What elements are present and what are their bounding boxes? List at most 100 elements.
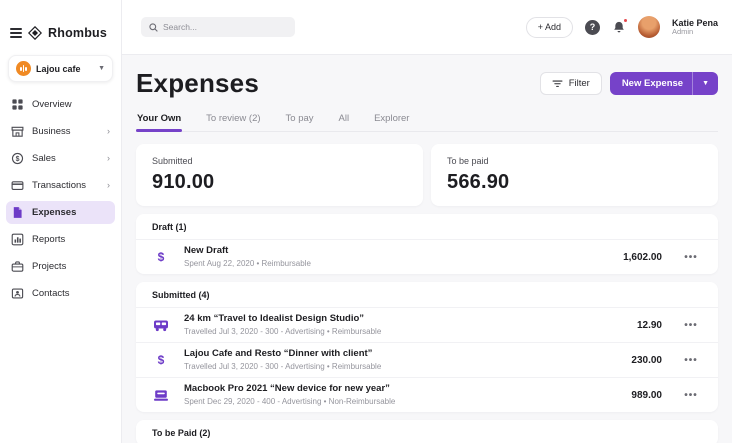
company-name: Lajou cafe: [36, 63, 81, 74]
more-options-icon[interactable]: •••: [684, 354, 698, 366]
section-title: Submitted (4): [136, 282, 718, 308]
expense-row[interactable]: Macbook Pro 2021 “New device for new yea…: [136, 377, 718, 412]
sidebar-item-projects[interactable]: Projects: [6, 255, 115, 278]
filter-button[interactable]: Filter: [539, 72, 602, 95]
dollar-circle-icon: $: [11, 152, 24, 165]
search-icon: [149, 22, 158, 32]
section-title: Draft (1): [136, 214, 718, 240]
company-selector[interactable]: Lajou cafe ▼: [8, 55, 113, 82]
sidebar-item-label: Business: [32, 126, 71, 137]
add-button[interactable]: + Add: [525, 16, 573, 38]
expense-subtitle: Spent Dec 29, 2020 - 400 - Advertising •…: [184, 397, 396, 406]
sidebar-item-label: Contacts: [32, 288, 70, 299]
chevron-right-icon: ›: [107, 153, 110, 163]
new-expense-label: New Expense: [621, 78, 684, 89]
summary-card-to-be-paid: To be paid 566.90: [431, 144, 718, 206]
chevron-down-icon[interactable]: ▼: [692, 72, 718, 95]
tab-explorer[interactable]: Explorer: [374, 113, 410, 124]
sidebar-item-business[interactable]: Business ›: [6, 120, 115, 143]
file-icon: [11, 206, 24, 219]
tab-your-own[interactable]: Your Own: [136, 110, 183, 132]
dollar-icon: $: [157, 353, 165, 367]
grid-icon: [11, 98, 24, 111]
sidebar-item-transactions[interactable]: Transactions ›: [6, 174, 115, 197]
topbar-actions: + Add ? Katie Pena Admin: [525, 16, 718, 38]
card-icon: [11, 179, 24, 192]
notification-dot: [622, 17, 628, 23]
summary-card-submitted: Submitted 910.00: [136, 144, 423, 206]
storefront-icon: [11, 125, 24, 138]
more-options-icon[interactable]: •••: [684, 389, 698, 401]
summary-value: 566.90: [447, 171, 510, 193]
topbar: + Add ? Katie Pena Admin: [122, 0, 732, 55]
expense-amount: 1,602.00: [623, 251, 662, 263]
user-meta[interactable]: Katie Pena Admin: [672, 18, 718, 37]
tab-to-pay[interactable]: To pay: [285, 113, 314, 124]
section-draft-1: Draft (1) $ New Draft Spent Aug 22, 2020 • …: [136, 214, 718, 274]
filter-label: Filter: [568, 78, 590, 89]
main-column: + Add ? Katie Pena Admin Expenses: [122, 0, 732, 443]
dollar-icon: $: [157, 250, 165, 264]
expense-right: 230.00 •••: [631, 355, 702, 366]
chevron-right-icon: ›: [107, 180, 110, 190]
help-icon[interactable]: ?: [584, 19, 600, 35]
sidebar-item-label: Projects: [32, 261, 67, 272]
contact-icon: [11, 287, 24, 300]
sidebar-item-contacts[interactable]: Contacts: [6, 282, 115, 305]
expense-row[interactable]: 24 km “Travel to Idealist Design Studio”…: [136, 308, 718, 342]
user-role: Admin: [671, 26, 694, 36]
expense-right: 12.90 •••: [637, 320, 702, 331]
laptop-icon: [152, 388, 170, 402]
header-actions: Filter New Expense ▼: [539, 72, 718, 95]
expense-right: 989.00 •••: [631, 390, 702, 401]
section-submitted-4: Submitted (4) 24 km “Travel to Idealist D…: [136, 282, 718, 412]
expense-text: 24 km “Travel to Idealist Design Studio”…: [184, 313, 381, 337]
briefcase-icon: [11, 260, 24, 273]
brand-row: Rhombus: [0, 0, 121, 40]
search-box[interactable]: [141, 17, 295, 37]
summary-value: 910.00: [152, 171, 215, 193]
expense-title: Macbook Pro 2021 “New device for new yea…: [184, 383, 390, 394]
expense-amount: 12.90: [636, 319, 662, 331]
section-to-be-paid-2: To be Paid (2): [136, 420, 718, 443]
expense-title: 24 km “Travel to Idealist Design Studio”: [184, 313, 365, 324]
avatar[interactable]: [637, 16, 660, 38]
sidebar-item-label: Transactions: [32, 180, 87, 191]
more-options-icon[interactable]: •••: [684, 251, 698, 263]
chevron-right-icon: ›: [107, 126, 110, 136]
tab-to-review-2[interactable]: To review (2): [206, 113, 261, 124]
brand-name: Rhombus: [48, 26, 108, 40]
expense-amount: 989.00: [631, 389, 662, 401]
chevron-down-icon: ▼: [98, 65, 105, 72]
sidebar-item-label: Reports: [32, 234, 66, 245]
page-content: Expenses Filter New Expense ▼ Your Own To…: [122, 55, 732, 443]
expense-title: Lajou Cafe and Resto “Dinner with client…: [184, 348, 373, 359]
expense-row[interactable]: $ New Draft Spent Aug 22, 2020 • Reimbursa…: [136, 240, 718, 274]
section-title: To be Paid (2): [136, 420, 718, 443]
search-input[interactable]: [163, 22, 287, 32]
expense-row[interactable]: $ Lajou Cafe and Resto “Dinner with clien…: [136, 342, 718, 377]
expense-subtitle: Travelled Jul 3, 2020 - 300 - Advertisin…: [184, 327, 382, 336]
sidebar-item-label: Overview: [32, 99, 72, 110]
sidebar-item-expenses[interactable]: Expenses: [6, 201, 115, 224]
filter-icon: [552, 80, 563, 88]
page-title: Expenses: [136, 68, 260, 98]
sidebar-item-label: Sales: [32, 153, 56, 164]
summary-label: To be paid: [447, 156, 489, 166]
sidebar-item-label: Expenses: [32, 207, 77, 218]
sidebar-item-reports[interactable]: Reports: [6, 228, 115, 251]
expense-subtitle: Travelled Jul 3, 2020 - 300 - Advertisin…: [184, 362, 382, 371]
summary-label: Submitted: [152, 156, 193, 166]
tab-all[interactable]: All: [338, 113, 350, 124]
expense-amount: 230.00: [631, 354, 662, 366]
notification-bell-icon[interactable]: [612, 17, 628, 35]
menu-icon[interactable]: [10, 27, 22, 39]
more-options-icon[interactable]: •••: [684, 319, 698, 331]
page-header: Expenses Filter New Expense ▼: [136, 68, 718, 99]
sidebar: Rhombus Lajou cafe ▼ Overview Business › $ S…: [0, 0, 122, 443]
new-expense-button[interactable]: New Expense ▼: [609, 72, 718, 95]
sidebar-item-overview[interactable]: Overview: [6, 93, 115, 116]
tab-bar: Your Own To review (2) To pay All Explorer: [136, 110, 718, 132]
sidebar-item-sales[interactable]: $ Sales ›: [6, 147, 115, 170]
